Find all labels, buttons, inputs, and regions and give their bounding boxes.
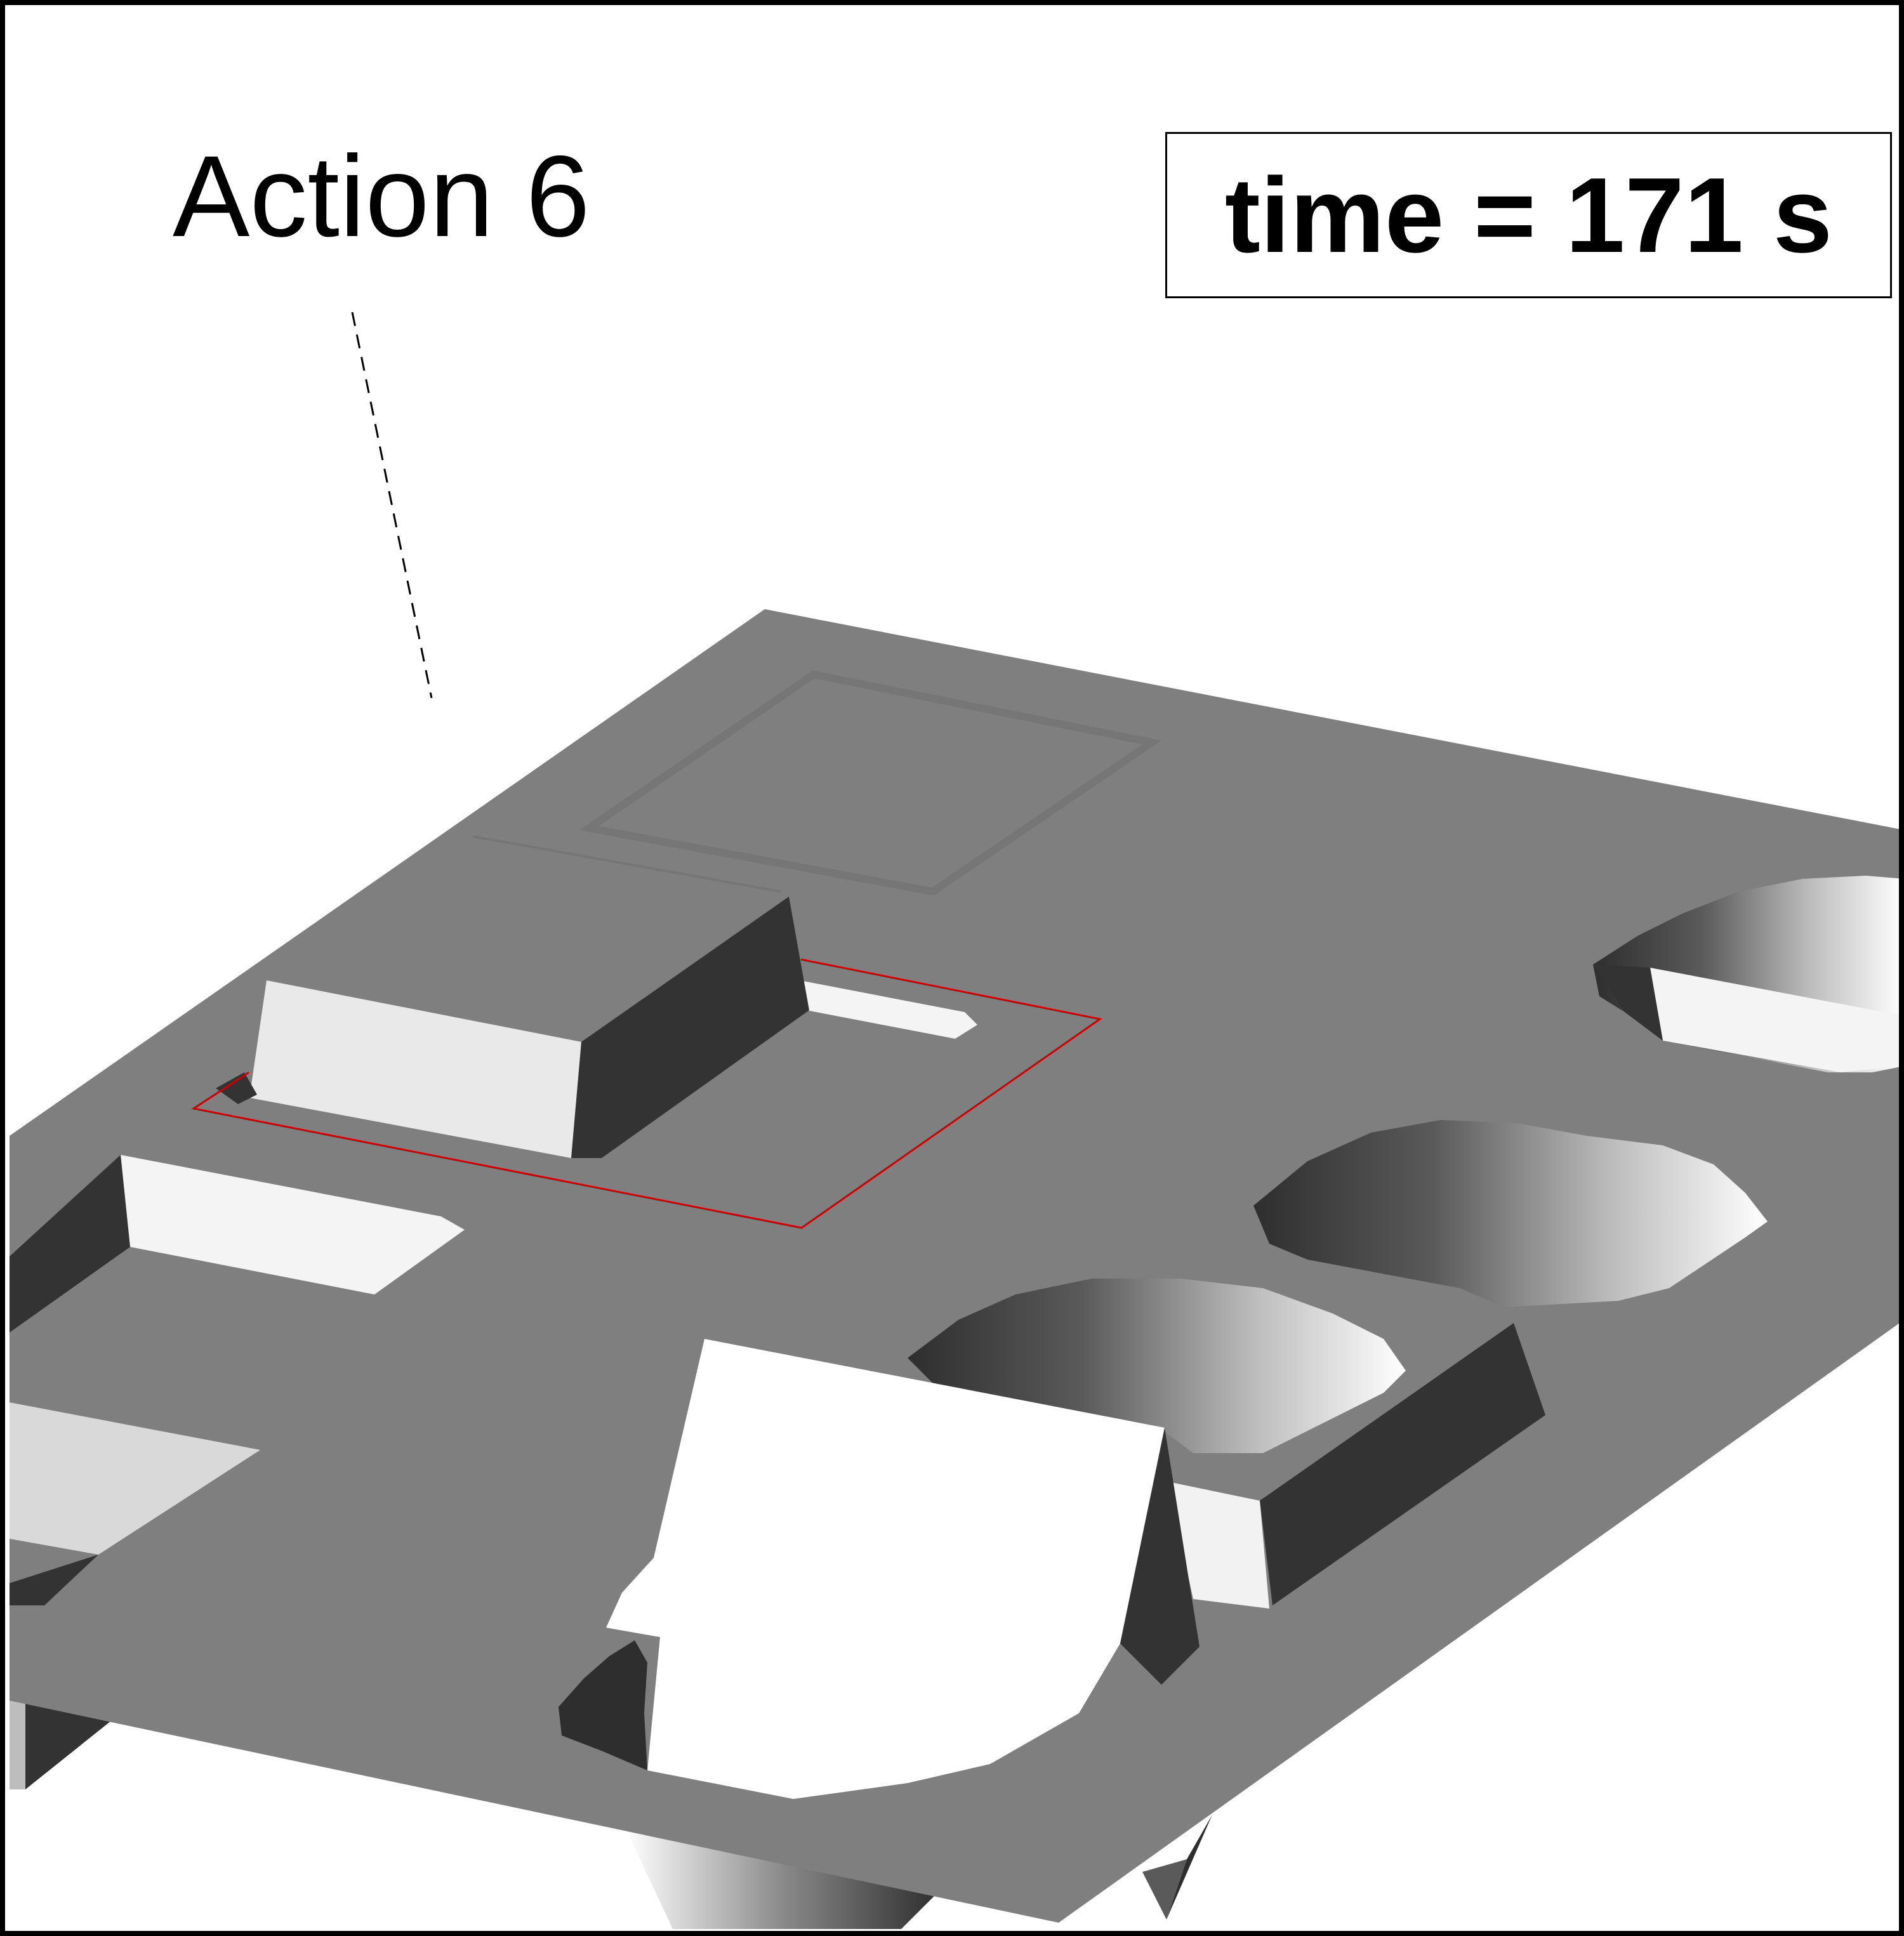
ground-plate	[10, 609, 1904, 1923]
time-readout-box: time = 171 s	[1165, 132, 1892, 298]
block-left-front	[10, 1402, 260, 1605]
block-right-front	[1168, 1323, 1545, 1609]
pit-middle	[1253, 1120, 1768, 1307]
mound-front	[559, 1339, 1200, 1799]
block-left-middle	[10, 1155, 465, 1333]
block-top-strip	[800, 980, 977, 1039]
block-top-middle	[216, 897, 809, 1158]
engraved-square-outline	[579, 670, 1162, 896]
highlight-outline	[191, 958, 1102, 1229]
pit-back-right	[1593, 876, 1904, 1072]
action-label: Action 6	[173, 131, 590, 261]
time-readout: time = 171 s	[1224, 155, 1833, 275]
pit-front-center	[908, 1279, 1406, 1453]
